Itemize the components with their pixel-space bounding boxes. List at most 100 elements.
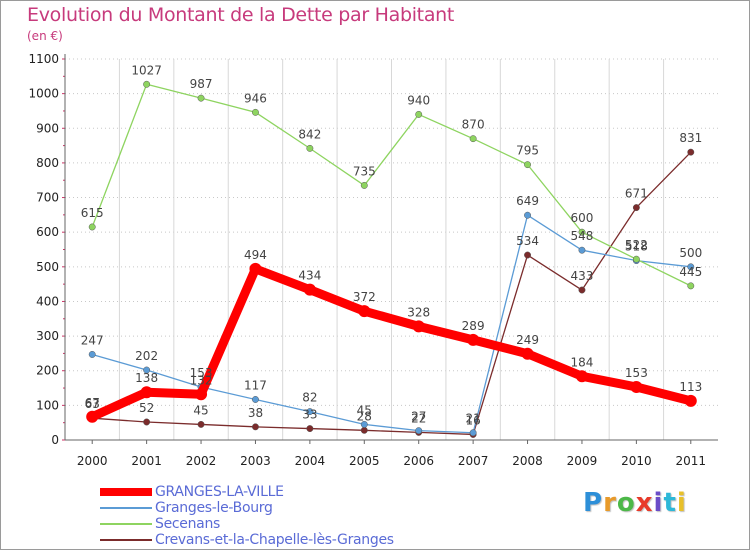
data-point [521, 347, 534, 360]
data-label: 445 [679, 265, 702, 279]
data-label: 940 [407, 93, 430, 107]
data-label: 33 [302, 408, 317, 422]
series-line-0 [87, 264, 696, 422]
data-point [86, 410, 99, 423]
logo-letter: o [616, 488, 636, 518]
data-label: 649 [516, 194, 539, 208]
data-point [630, 381, 643, 394]
data-label: 372 [353, 290, 376, 304]
data-label: 946 [244, 91, 267, 105]
data-point [524, 211, 531, 219]
data-label: 433 [571, 269, 594, 283]
y-tick-label: 200 [36, 364, 59, 378]
data-point [358, 305, 371, 318]
data-point [415, 427, 423, 435]
data-label: 52 [139, 401, 154, 415]
legend-swatch [100, 523, 152, 525]
legend-swatch [100, 488, 152, 496]
data-point [88, 350, 96, 358]
data-label: 153 [190, 366, 213, 380]
series-line-1 [91, 214, 692, 434]
data-point [687, 148, 695, 156]
legend-item-secenans: Secenans [100, 516, 500, 532]
data-point [306, 144, 314, 152]
data-point [252, 396, 259, 403]
y-tick-label: 300 [36, 329, 59, 343]
data-point [412, 320, 425, 333]
data-point [88, 223, 96, 231]
data-label: 45 [357, 403, 372, 417]
data-label: 247 [81, 333, 104, 347]
data-point [687, 282, 695, 290]
data-label: 27 [411, 410, 426, 424]
logo-letter: t [663, 488, 677, 518]
y-tick-label: 500 [36, 260, 59, 274]
data-label: 615 [81, 206, 104, 220]
data-label: 548 [571, 229, 594, 243]
data-label: 16 [465, 413, 480, 427]
x-tick-label: 2003 [240, 454, 271, 468]
data-label: 735 [353, 164, 376, 178]
data-point [360, 181, 368, 189]
data-point [360, 426, 368, 434]
proxiti-logo: Proxiti [583, 488, 687, 518]
y-tick-label: 100 [36, 398, 59, 412]
data-label: 494 [244, 248, 267, 262]
data-label: 671 [625, 187, 648, 201]
x-tick-label: 2008 [512, 454, 543, 468]
data-label: 795 [516, 144, 539, 158]
data-label: 534 [516, 234, 539, 248]
y-tick-label: 1000 [28, 87, 59, 101]
y-tick-label: 1100 [28, 52, 59, 66]
series-line-2 [91, 83, 692, 287]
y-tick-label: 0 [51, 433, 59, 447]
data-point [632, 255, 640, 263]
data-label: 138 [135, 371, 158, 385]
data-point [524, 161, 531, 169]
data-point [469, 135, 477, 143]
data-point [524, 251, 531, 259]
series-line-3 [91, 151, 692, 436]
data-point [575, 370, 588, 383]
data-label: 842 [298, 127, 321, 141]
data-point [140, 386, 153, 399]
data-label: 38 [248, 406, 263, 420]
data-label: 434 [298, 269, 321, 283]
logo-letter: x [635, 488, 654, 518]
data-label: 202 [135, 349, 158, 363]
data-point [303, 283, 316, 296]
legend-label: Granges-le-Bourg [155, 500, 273, 516]
x-tick-label: 2011 [676, 454, 707, 468]
data-point [197, 94, 205, 102]
data-label: 21 [465, 412, 480, 426]
data-point [143, 418, 151, 426]
x-tick-label: 2007 [458, 454, 489, 468]
data-point [467, 333, 480, 346]
data-label: 153 [625, 366, 648, 380]
data-point [143, 366, 151, 374]
logo-letter: r [603, 488, 617, 518]
x-tick-label: 2010 [621, 454, 652, 468]
logo-letter: i [653, 488, 664, 518]
y-tick-label: 800 [36, 156, 59, 170]
y-tick-label: 600 [36, 225, 59, 239]
data-point [306, 425, 314, 433]
data-point [306, 408, 314, 416]
data-label: 117 [244, 378, 267, 392]
data-label: 518 [625, 240, 648, 254]
legend-label: GRANGES-LA-VILLE [155, 484, 284, 500]
data-point [415, 110, 423, 118]
data-label: 987 [190, 77, 213, 91]
legend-item-granges-la-ville: GRANGES-LA-VILLE [100, 484, 500, 500]
data-point [195, 388, 208, 401]
logo-letter: i [676, 488, 687, 518]
x-tick-label: 2001 [131, 454, 162, 468]
data-label: 289 [462, 319, 485, 333]
data-label: 63 [85, 397, 100, 411]
data-label: 328 [407, 305, 430, 319]
x-tick-label: 2009 [567, 454, 598, 468]
data-label: 1027 [131, 63, 162, 77]
data-point [249, 262, 262, 275]
legend-label: Secenans [155, 516, 221, 532]
